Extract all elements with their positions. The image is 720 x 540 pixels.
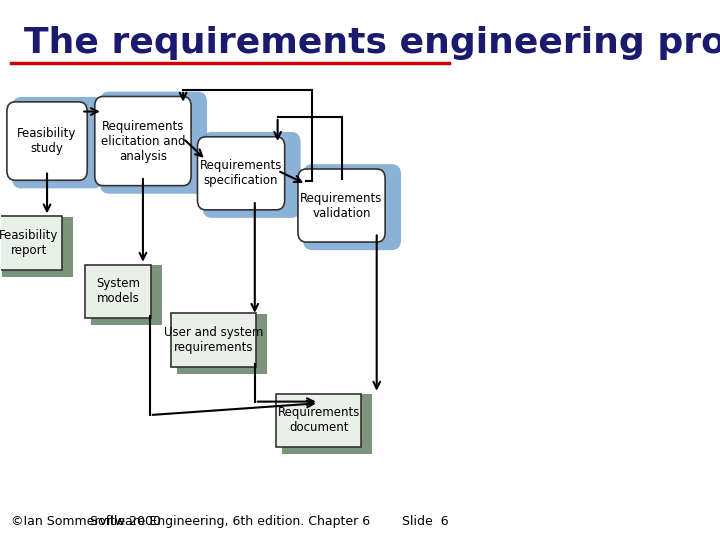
FancyBboxPatch shape xyxy=(276,394,361,447)
FancyBboxPatch shape xyxy=(197,137,284,210)
Text: Requirements
elicitation and
analysis: Requirements elicitation and analysis xyxy=(101,119,185,163)
Text: Feasibility
study: Feasibility study xyxy=(17,127,77,155)
FancyBboxPatch shape xyxy=(171,313,256,367)
FancyBboxPatch shape xyxy=(298,169,385,242)
FancyBboxPatch shape xyxy=(177,314,267,374)
FancyBboxPatch shape xyxy=(95,97,191,186)
Text: Requirements
specification: Requirements specification xyxy=(200,159,282,187)
FancyBboxPatch shape xyxy=(91,265,162,325)
Text: Software Engineering, 6th edition. Chapter 6: Software Engineering, 6th edition. Chapt… xyxy=(89,515,370,528)
Text: Feasibility
report: Feasibility report xyxy=(0,229,58,257)
FancyBboxPatch shape xyxy=(12,97,103,188)
FancyBboxPatch shape xyxy=(100,92,207,194)
Text: Slide  6: Slide 6 xyxy=(402,515,449,528)
FancyBboxPatch shape xyxy=(0,217,62,270)
FancyBboxPatch shape xyxy=(1,217,73,277)
Text: Requirements
validation: Requirements validation xyxy=(300,192,383,220)
FancyBboxPatch shape xyxy=(202,132,301,218)
Text: ©Ian Sommerville 2000: ©Ian Sommerville 2000 xyxy=(11,515,161,528)
FancyBboxPatch shape xyxy=(7,102,87,180)
FancyBboxPatch shape xyxy=(282,394,372,454)
Text: The requirements engineering process: The requirements engineering process xyxy=(24,25,720,59)
Text: Requirements
document: Requirements document xyxy=(277,407,360,434)
Text: User and system
requirements: User and system requirements xyxy=(164,326,264,354)
FancyBboxPatch shape xyxy=(85,265,151,319)
FancyBboxPatch shape xyxy=(303,164,401,250)
Text: System
models: System models xyxy=(96,278,140,306)
